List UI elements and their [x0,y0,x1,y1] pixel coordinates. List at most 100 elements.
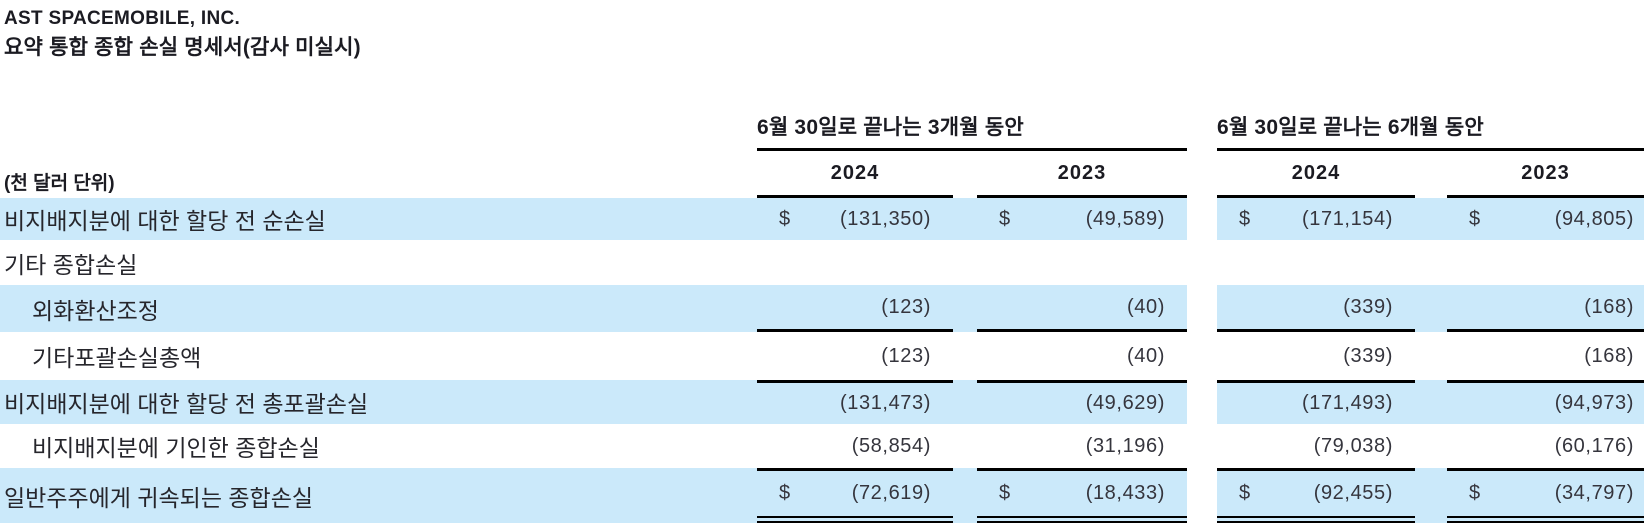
currency-symbol: $ [999,207,1011,230]
cell-value: (171,154) [1301,207,1393,230]
cell-3m-2024 [757,240,953,285]
row-label: 기타포괄손실총액 [0,332,757,380]
inner-gap [953,240,977,285]
cell-6m-2024 [1217,240,1415,285]
cell-value: (18,433) [1085,482,1165,504]
cell-value: (339) [1343,344,1393,367]
currency-symbol: $ [1469,482,1481,504]
cell-3m-2024: $ (72,619) [757,468,953,523]
row-label-text: 비지배지분에 대한 할당 전 순손실 [4,208,326,234]
group-gap [1187,285,1217,332]
inner-gap [953,424,977,468]
inner-gap [1415,468,1447,523]
cell-value: (131,473) [839,392,931,414]
year-header-3m-2024: 2024 [757,151,953,198]
row-label: 비지배지분에 기인한 종합손실 [0,424,757,468]
inner-gap [953,332,977,380]
cell-6m-2023: (168) [1447,332,1644,380]
col-group-three-months: 6월 30일로 끝나는 3개월 동안 [757,97,1187,151]
cell-6m-2023: (60,176) [1447,424,1644,468]
inner-gap [1415,424,1447,468]
cell-value: (72,619) [851,482,931,504]
cell-6m-2024: $ (92,455) [1217,468,1415,523]
group-gap [1187,151,1217,198]
currency-symbol: $ [1469,207,1481,230]
table-row: 비지배지분에 대한 할당 전 순손실 $ (131,350) $ (49,589) … [0,198,1644,240]
cell-value: (40) [1127,295,1165,318]
cell-6m-2024: (171,493) [1217,380,1415,424]
row-label: 일반주주에게 귀속되는 종합손실 [0,468,757,523]
cell-3m-2024: $ (131,350) [757,198,953,240]
cell-3m-2023: (40) [977,285,1187,332]
row-label-text: 기타포괄손실총액 [32,345,202,371]
cell-value: (168) [1584,344,1634,367]
currency-symbol: $ [779,207,791,230]
statement-header: AST SPACEMOBILE, INC. 요약 통합 종합 손실 명세서(감사… [0,0,1644,97]
cell-3m-2024: (123) [757,285,953,332]
cell-6m-2023: $ (94,805) [1447,198,1644,240]
cell-value: (131,350) [839,207,931,230]
group-gap [1187,198,1217,240]
inner-gap [953,285,977,332]
spacer [0,97,757,151]
year-header-3m-2023: 2023 [977,151,1187,198]
year-header-6m-2023: 2023 [1447,151,1644,198]
cell-3m-2024: (131,473) [757,380,953,424]
cell-3m-2023: (40) [977,332,1187,380]
table-row: 비지배지분에 대한 할당 전 총포괄손실 (131,473) (49,629) … [0,380,1644,424]
cell-value: (58,854) [851,434,931,457]
cell-value: (123) [881,295,931,318]
cell-value: (34,797) [1554,482,1634,504]
cell-3m-2023 [977,240,1187,285]
row-label: 외화환산조정 [0,285,757,332]
cell-3m-2023: $ (49,589) [977,198,1187,240]
cell-6m-2024: (79,038) [1217,424,1415,468]
group-gap [1187,468,1217,523]
year-header-6m-2024: 2024 [1217,151,1415,198]
cell-value: (92,455) [1313,482,1393,504]
group-gap [1187,97,1217,151]
col-group-six-months: 6월 30일로 끝나는 6개월 동안 [1217,97,1644,151]
group-gap [1187,240,1217,285]
cell-6m-2024: $ (171,154) [1217,198,1415,240]
currency-symbol: $ [999,482,1011,504]
table-body: 비지배지분에 대한 할당 전 순손실 $ (131,350) $ (49,589) … [0,198,1644,523]
inner-gap [953,468,977,523]
cell-3m-2024: (123) [757,332,953,380]
inner-gap [1415,380,1447,424]
row-label-text: 비지배지분에 대한 할당 전 총포괄손실 [4,391,369,417]
group-gap [1187,332,1217,380]
cell-3m-2023: (31,196) [977,424,1187,468]
cell-6m-2023 [1447,240,1644,285]
table-row: 비지배지분에 기인한 종합손실 (58,854) (31,196) (79,03… [0,424,1644,468]
cell-value: (49,589) [1085,207,1165,230]
row-label: 비지배지분에 대한 할당 전 순손실 [0,198,757,240]
cell-6m-2023: (94,973) [1447,380,1644,424]
cell-value: (168) [1584,295,1634,318]
inner-gap [1415,198,1447,240]
group-gap [1187,380,1217,424]
cell-value: (49,629) [1085,392,1165,414]
cell-value: (94,973) [1554,392,1634,414]
cell-value: (123) [881,344,931,367]
cell-3m-2023: $ (18,433) [977,468,1187,523]
currency-symbol: $ [1239,482,1251,504]
group-gap [1187,424,1217,468]
cell-6m-2023: (168) [1447,285,1644,332]
inner-gap [1415,332,1447,380]
row-label-text: 일반주주에게 귀속되는 종합손실 [4,484,314,511]
cell-value: (94,805) [1554,207,1634,230]
cell-value: (171,493) [1301,392,1393,414]
table-row: 기타포괄손실총액 (123) (40) (339) (168) [0,332,1644,380]
cell-value: (40) [1127,344,1165,367]
cell-3m-2023: (49,629) [977,380,1187,424]
cell-3m-2024: (58,854) [757,424,953,468]
cell-value: (60,176) [1554,434,1634,457]
cell-value: (79,038) [1313,434,1393,457]
table-row: 기타 종합손실 [0,240,1644,285]
row-label-text: 기타 종합손실 [4,251,138,278]
row-label-text: 외화환산조정 [32,297,159,324]
inner-gap [953,380,977,424]
currency-symbol: $ [1239,207,1251,230]
